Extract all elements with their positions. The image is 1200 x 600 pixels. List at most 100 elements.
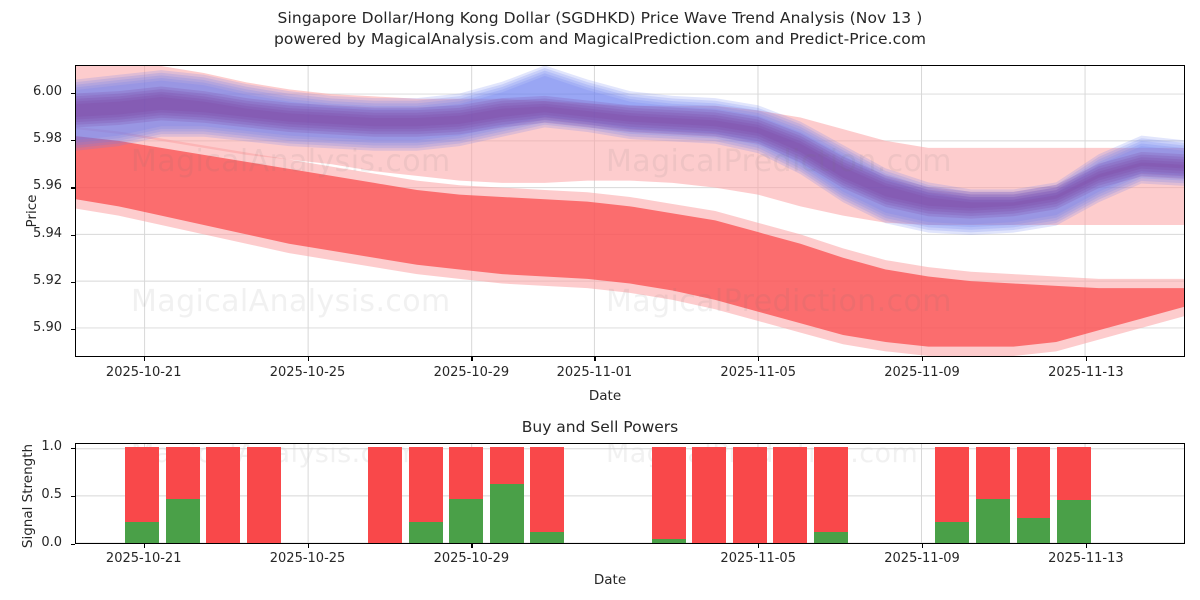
- main-y-tickmark: [71, 234, 75, 236]
- main-x-tick: 2025-11-05: [720, 365, 796, 380]
- price-wave-bands: [76, 66, 1184, 356]
- lower-x-tick: 2025-10-25: [269, 551, 346, 566]
- main-x-tickmark: [1085, 357, 1088, 361]
- buy-power-segment: [1016, 518, 1051, 543]
- signal-bar[interactable]: [165, 446, 200, 543]
- lower-x-tickmark: [307, 544, 309, 548]
- sell-power-segment: [530, 446, 565, 533]
- signal-bar[interactable]: [651, 446, 686, 543]
- lower-x-tickmark: [143, 544, 145, 548]
- main-band-paths: [76, 66, 1184, 356]
- lower-x-tickmark: [471, 544, 473, 548]
- signal-bar[interactable]: [125, 446, 160, 543]
- signal-bar[interactable]: [975, 446, 1010, 543]
- main-y-tickmark: [71, 140, 75, 142]
- sell-power-segment: [206, 446, 241, 543]
- lower-x-tickmark: [922, 544, 924, 548]
- main-x-tickmark: [471, 357, 473, 361]
- signal-bar[interactable]: [1057, 446, 1091, 543]
- buy-power-segment: [813, 532, 848, 543]
- buy-power-segment: [1057, 499, 1091, 543]
- page-title: Singapore Dollar/Hong Kong Dollar (SGDHK…: [0, 8, 1200, 50]
- sell-power-segment: [813, 446, 848, 533]
- signal-bar[interactable]: [206, 446, 241, 543]
- sell-power-segment: [732, 446, 767, 543]
- lower-y-tickmark: [71, 544, 75, 546]
- main-x-tick: 2025-10-21: [105, 365, 182, 380]
- sell-power-segment: [489, 446, 524, 485]
- main-x-tick: 2025-11-09: [884, 365, 960, 380]
- main-y-tickmark: [71, 187, 75, 189]
- lower-x-axis-title: Date: [593, 572, 627, 588]
- sell-power-segment: [125, 446, 160, 522]
- main-y-tick: 5.92: [33, 272, 62, 288]
- main-x-tickmark: [758, 357, 760, 361]
- buy-power-segment: [975, 498, 1010, 543]
- chart-title-line-1: Singapore Dollar/Hong Kong Dollar (SGDHK…: [277, 9, 923, 27]
- sell-power-segment: [1057, 446, 1091, 500]
- lower-y-tick: 0.0: [41, 535, 62, 550]
- main-x-tickmark: [143, 357, 145, 361]
- main-x-axis-title: Date: [588, 388, 622, 404]
- sell-power-segment: [408, 446, 443, 522]
- signal-bar[interactable]: [813, 446, 848, 543]
- main-y-tick: 5.94: [33, 225, 62, 241]
- buy-power-segment: [408, 521, 443, 543]
- signal-bar[interactable]: [246, 446, 281, 543]
- lower-y-tickmark: [71, 447, 75, 449]
- lower-x-tickmark: [758, 544, 760, 548]
- lower-chart-title: Buy and Sell Powers: [521, 418, 679, 436]
- signal-bar[interactable]: [773, 446, 808, 543]
- lower-y-tick: 1.0: [41, 438, 62, 454]
- main-y-tick: 6.00: [33, 84, 62, 100]
- signal-bar[interactable]: [692, 446, 727, 543]
- lower-x-tick: 2025-10-21: [105, 551, 182, 566]
- main-x-tick: 2025-11-01: [556, 365, 633, 380]
- signal-bars-container: [76, 444, 1184, 543]
- sell-power-segment: [773, 446, 808, 543]
- sell-power-segment: [368, 446, 403, 543]
- lower-x-tickmark: [1085, 544, 1088, 548]
- main-y-tick: 5.98: [33, 131, 62, 147]
- main-x-tickmark: [307, 357, 309, 361]
- signal-bar[interactable]: [935, 446, 970, 543]
- sell-power-segment: [651, 446, 686, 540]
- lower-y-tickmark: [71, 495, 75, 498]
- sell-power-segment: [165, 446, 200, 499]
- signal-bar[interactable]: [732, 446, 767, 543]
- sell-power-segment: [449, 446, 484, 499]
- sell-power-segment: [246, 446, 281, 543]
- main-x-tickmark: [922, 357, 924, 361]
- sell-power-segment: [935, 446, 970, 522]
- signal-bar[interactable]: [368, 446, 403, 543]
- main-y-tick: 5.90: [33, 319, 62, 335]
- buy-power-segment: [935, 521, 970, 543]
- main-y-tickmark: [71, 328, 75, 330]
- sell-power-segment: [1016, 446, 1051, 518]
- lower-x-tick: 2025-10-29: [433, 551, 510, 566]
- buy-power-segment: [165, 498, 200, 543]
- lower-x-tick: 2025-11-05: [720, 551, 796, 566]
- sell-power-segment: [692, 446, 727, 543]
- lower-y-tick: 0.5: [41, 486, 62, 502]
- sell-power-segment: [975, 446, 1010, 499]
- price-wave-plot-area: MagicalAnalysis.com MagicalPrediction.co…: [75, 65, 1185, 357]
- main-x-tick: 2025-10-29: [433, 365, 510, 380]
- buy-power-segment: [651, 539, 686, 543]
- signal-bar[interactable]: [408, 446, 443, 543]
- main-y-tickmark: [71, 93, 75, 95]
- buy-power-segment: [489, 484, 524, 543]
- signal-bar[interactable]: [1016, 446, 1051, 543]
- main-y-tick: 5.96: [33, 178, 62, 194]
- main-y-tickmark: [71, 281, 75, 283]
- buy-power-segment: [125, 521, 160, 543]
- main-x-tick: 2025-10-25: [269, 365, 346, 380]
- chart-title-line-2: powered by MagicalAnalysis.com and Magic…: [273, 30, 927, 48]
- signal-bar[interactable]: [489, 446, 524, 543]
- main-x-tick: 2025-11-13: [1048, 365, 1124, 380]
- signal-bar[interactable]: [449, 446, 484, 543]
- signal-bar[interactable]: [530, 446, 565, 543]
- lower-x-tick: 2025-11-09: [884, 551, 960, 566]
- buy-power-segment: [449, 498, 484, 543]
